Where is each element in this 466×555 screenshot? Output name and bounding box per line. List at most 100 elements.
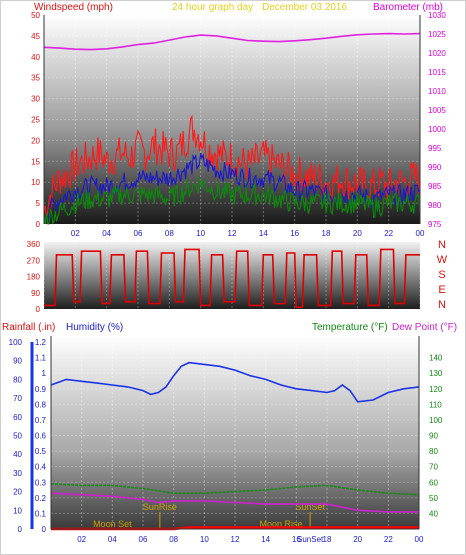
temperature-y-tick-label: 70 (429, 463, 438, 472)
rain-y-tick-label: 0.8 (35, 400, 47, 409)
barometer-y-tick-label: 1005 (428, 106, 446, 115)
rain-y-tick-label: 1.2 (35, 338, 47, 347)
temperature-y-tick-label: 110 (429, 400, 442, 409)
wind-y-tick-label: 25 (31, 116, 40, 125)
sunset-bottom-label: SunSet (297, 535, 324, 544)
temperature-line (50, 483, 420, 496)
direction-series (44, 248, 420, 308)
wind-x-tick-label: 12 (228, 229, 237, 238)
rain-y-tick-label: 0.3 (35, 478, 47, 487)
lower-x-tick-label: 20 (353, 535, 362, 544)
windspeed-label: Windspeed (mph) (34, 2, 113, 13)
astro-marker-label: SunSet (295, 502, 325, 512)
wind-y-tick-label: 35 (31, 74, 40, 83)
humidity-label: Humidity (%) (66, 322, 123, 333)
temperature-y-tick-label: 120 (429, 385, 443, 394)
lower-markers: Moon Set SunRise Moon Rise SunSet SunSet (93, 502, 325, 544)
lower-x-tick-label: 18 (323, 535, 332, 544)
humidity-y-tick-label: 20 (13, 488, 22, 497)
wind-x-tick-label: 02 (71, 229, 80, 238)
temperature-y-tick-label: 80 (429, 447, 438, 456)
lower-x-axis: 02 04 06 08 10 12 14 16 18 20 22 00 (77, 535, 424, 544)
lower-x-tick-label: 00 (415, 535, 424, 544)
barometer-y-tick-label: 1010 (428, 87, 446, 96)
humidity-axis: 0 10 20 30 40 50 60 70 80 90 100 (9, 338, 23, 534)
lower-x-tick-label: 10 (200, 535, 209, 544)
barometer-label: Barometer (mb) (373, 2, 443, 13)
rain-y-tick-label: 0.5 (35, 447, 47, 456)
period-label: 24 hour graph day (172, 2, 253, 13)
humidity-y-tick-label: 60 (13, 413, 22, 422)
wind-minimum-line (43, 176, 421, 225)
barometer-y-tick-label: 1000 (428, 125, 446, 134)
barometer-y-tick-label: 985 (428, 182, 442, 191)
dewpoint-label: Dew Point (°F) (392, 322, 457, 333)
dew-point-line (50, 492, 419, 513)
barometer-y-tick-label: 980 (428, 201, 442, 210)
rain-y-tick-label: 0.1 (35, 509, 47, 518)
direction-compass-label: W (437, 254, 448, 266)
lower-series (50, 361, 420, 531)
temperature-y-tick-label: 140 (429, 354, 443, 363)
wind-y-tick-label: 40 (31, 53, 40, 62)
wind-x-tick-label: 08 (165, 229, 174, 238)
wind-x-tick-label: 04 (102, 229, 111, 238)
lower-x-tick-label: 08 (169, 535, 178, 544)
rain-y-tick-label: 0 (42, 525, 47, 534)
wind-grid (43, 15, 421, 224)
humidity-y-tick-label: 50 (13, 432, 22, 441)
humidity-y-tick-label: 40 (13, 450, 22, 459)
barometer-y-tick-label: 990 (428, 163, 442, 172)
temperature-axis: 40 50 60 70 80 90 100 110 120 130 140 (429, 354, 443, 519)
humidity-y-tick-label: 10 (13, 506, 22, 515)
direction-plot-area (44, 242, 420, 309)
rain-y-tick-label: 0.4 (35, 463, 47, 472)
humidity-y-tick-label: 100 (9, 338, 23, 347)
wind-x-tick-label: 16 (290, 229, 299, 238)
lower-x-tick-label: 12 (231, 535, 240, 544)
barometer-right-axis: 975 980 985 990 995 1000 1005 1010 1015 1020 1025 1… (428, 11, 446, 229)
direction-y-tick-label: 270 (27, 256, 41, 265)
rain-y-tick-label: 1 (42, 369, 47, 378)
barometer-y-tick-label: 1015 (428, 68, 446, 77)
astro-marker-label: Moon Set (93, 519, 132, 529)
date-label: December 03 2016 (262, 2, 347, 13)
barometer-line (43, 32, 421, 51)
wind-x-tick-label: 06 (134, 229, 143, 238)
temperature-y-tick-label: 130 (429, 369, 443, 378)
wind-y-tick-label: 5 (36, 199, 41, 208)
temperature-y-tick-label: 40 (429, 509, 438, 518)
direction-y-tick-label: 180 (27, 273, 41, 282)
lower-x-tick-label: 16 (292, 535, 301, 544)
lower-x-tick-label: 04 (108, 535, 117, 544)
direction-left-axis: 0 90 180 270 360 (27, 240, 41, 314)
wind-x-axis: 02 04 06 08 10 12 14 16 18 20 22 00 (71, 229, 425, 238)
rain-y-tick-label: 0.9 (35, 385, 47, 394)
rainfall-label: Rainfall (.in) (2, 322, 55, 333)
rain-y-tick-label: 0.2 (35, 494, 47, 503)
direction-y-tick-label: 90 (31, 289, 40, 298)
wind-left-axis: 0 5 10 15 20 25 30 35 40 45 50 (31, 11, 40, 229)
direction-compass-label: E (438, 284, 445, 296)
lower-x-tick-label: 06 (139, 535, 148, 544)
humidity-y-tick-label: 80 (13, 375, 22, 384)
temperature-y-tick-label: 60 (429, 478, 438, 487)
barometer-y-tick-label: 1030 (428, 11, 446, 20)
rain-axis: 0 0.1 0.2 0.3 0.4 0.5 0.6 0.7 0.8 0.9 1 1.1 1.2 (35, 338, 47, 534)
wind-y-tick-label: 15 (31, 157, 40, 166)
astro-marker-label: Moon Rise (259, 519, 302, 529)
barometer-y-tick-label: 1025 (428, 30, 446, 39)
direction-compass-label: N (438, 239, 446, 251)
barometer-y-tick-label: 995 (428, 144, 442, 153)
humidity-line (50, 361, 420, 403)
humidity-y-tick-label: 90 (13, 357, 22, 366)
wind-x-tick-label: 22 (384, 229, 393, 238)
wind-x-tick-label: 18 (322, 229, 331, 238)
direction-y-tick-label: 0 (36, 305, 41, 314)
astro-marker-label: SunRise (143, 502, 177, 512)
wind-x-tick-label: 20 (353, 229, 362, 238)
direction-y-tick-label: 360 (27, 240, 41, 249)
humidity-y-tick-label: 70 (13, 394, 22, 403)
